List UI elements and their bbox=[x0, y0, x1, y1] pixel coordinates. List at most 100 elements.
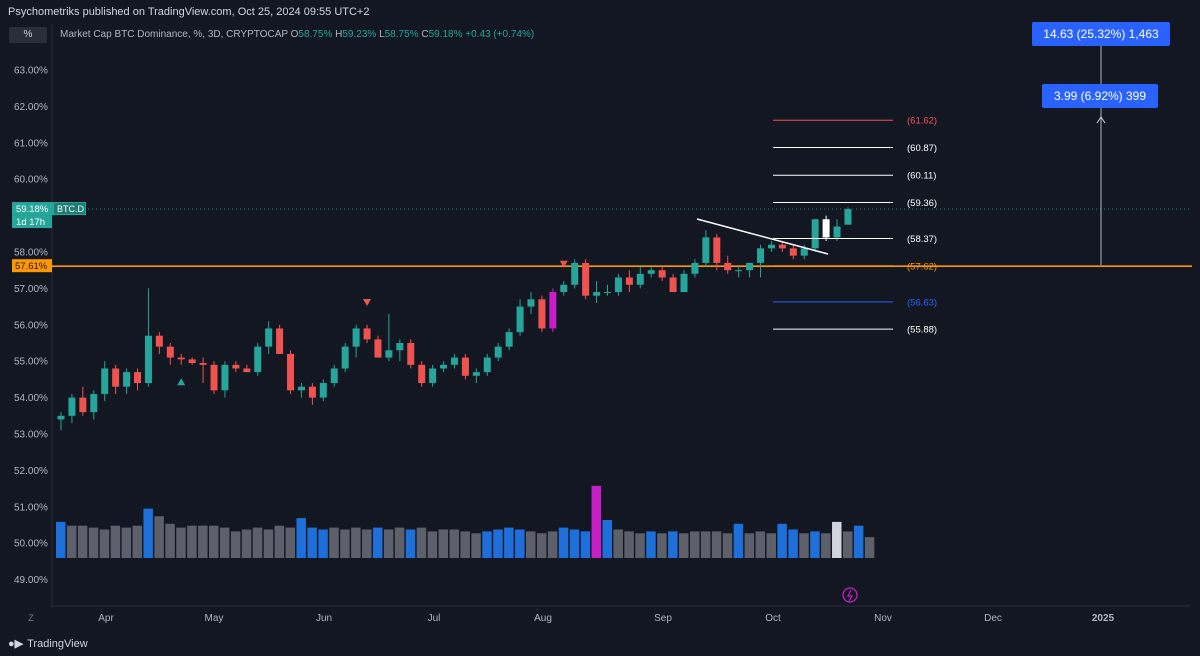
volume-bar bbox=[340, 529, 350, 558]
y-tick-label: 63.00% bbox=[14, 66, 48, 77]
publisher-note: Psychometriks published on TradingView.c… bbox=[8, 6, 370, 18]
x-tick-label: Jul bbox=[428, 613, 441, 624]
candle-body bbox=[440, 364, 448, 369]
volume-bar bbox=[853, 525, 864, 558]
candle-body bbox=[68, 397, 76, 416]
candle-body bbox=[221, 364, 229, 391]
volume-bar bbox=[154, 516, 164, 558]
volume-bar bbox=[635, 533, 645, 558]
open-label: O bbox=[290, 29, 299, 40]
change-value: +0.43 (+0.74%) bbox=[465, 29, 535, 40]
y-tick-label: 58.00% bbox=[14, 248, 48, 259]
volume-bar bbox=[832, 521, 842, 558]
candle-body bbox=[538, 299, 546, 329]
y-tick-label: 57.00% bbox=[14, 284, 48, 295]
candle-body bbox=[614, 277, 622, 293]
volume-bar bbox=[810, 531, 820, 558]
level-label: (61.62) bbox=[907, 116, 937, 127]
volume-bar bbox=[668, 531, 678, 558]
candle-body bbox=[232, 364, 240, 369]
x-tick-label: Aug bbox=[534, 613, 552, 624]
descending-trendline[interactable] bbox=[696, 218, 829, 255]
volume-bar bbox=[394, 527, 405, 558]
candle-body bbox=[691, 262, 699, 274]
y-tick-label: 60.00% bbox=[14, 175, 48, 186]
tradingview-branding[interactable]: ●▶ TradingView bbox=[8, 637, 88, 650]
candle-body bbox=[101, 368, 109, 394]
candle-body bbox=[112, 368, 120, 387]
candle-body bbox=[735, 270, 743, 272]
volume-bar bbox=[77, 525, 88, 558]
candle-body bbox=[297, 386, 305, 391]
volume-bar bbox=[515, 529, 525, 558]
candle-body bbox=[811, 219, 819, 249]
candle-body bbox=[778, 244, 786, 249]
candle-body bbox=[352, 328, 360, 347]
zoom-z-button[interactable]: Z bbox=[28, 613, 34, 623]
lightning-bolt-icon bbox=[847, 589, 854, 602]
candle-body bbox=[746, 262, 754, 271]
volume-bar bbox=[613, 529, 623, 558]
volume-bar bbox=[777, 523, 787, 558]
symbol-legend[interactable]: Market Cap BTC Dominance, %, 3D, CRYPTOC… bbox=[60, 29, 534, 40]
volume-bar bbox=[56, 521, 66, 558]
y-tick-label: 52.00% bbox=[14, 466, 48, 477]
volume-bar bbox=[547, 531, 558, 558]
volume-bar bbox=[88, 527, 99, 558]
tradingview-logo-icon: ●▶ bbox=[8, 638, 24, 650]
volume-bar bbox=[176, 527, 186, 558]
candle-body bbox=[385, 350, 393, 358]
volume-bar bbox=[449, 529, 459, 558]
volume-bar bbox=[143, 508, 153, 558]
price-chart[interactable]: 63.00% 62.00% 61.00% 60.00% 58.00% 57.00% 56.0… bbox=[0, 0, 1200, 632]
volume-bar bbox=[351, 527, 361, 558]
y-tick-label: 51.00% bbox=[14, 502, 48, 513]
candle-body bbox=[494, 346, 502, 358]
candle-body bbox=[90, 393, 98, 413]
volume-bar bbox=[700, 531, 711, 558]
x-tick-label: Apr bbox=[98, 613, 114, 624]
x-tick-label: Oct bbox=[765, 613, 781, 624]
level-label: (55.88) bbox=[907, 325, 937, 336]
level-label: (60.11) bbox=[907, 171, 936, 182]
candle-body bbox=[604, 292, 611, 294]
y-tick-label: 54.00% bbox=[14, 393, 48, 404]
volume-bar bbox=[274, 525, 285, 558]
signal-down-triangle bbox=[559, 260, 568, 268]
y-tick-label: 53.00% bbox=[14, 430, 48, 441]
lightning-event-icon[interactable] bbox=[842, 587, 858, 603]
volume-bar bbox=[657, 533, 667, 558]
candle-body bbox=[549, 292, 557, 329]
volume-bar bbox=[285, 527, 296, 558]
candle-body bbox=[276, 328, 284, 354]
high-value: 59.23% bbox=[342, 29, 377, 40]
candle-body bbox=[593, 292, 601, 296]
candle-body bbox=[265, 328, 273, 347]
symbol-name[interactable]: Market Cap BTC Dominance, %, 3D, CRYPTOC… bbox=[60, 29, 288, 40]
volume-bar bbox=[722, 533, 733, 558]
x-tick-label: Dec bbox=[984, 613, 1002, 624]
candle-body bbox=[636, 273, 644, 285]
volume-bar bbox=[318, 529, 328, 558]
candle-body bbox=[680, 273, 688, 293]
candle-body bbox=[287, 353, 295, 391]
percent-scale-button[interactable]: % bbox=[9, 27, 47, 43]
low-value: 58.75% bbox=[384, 29, 419, 40]
candle-body bbox=[363, 328, 371, 340]
candle-body bbox=[483, 357, 491, 373]
volume-bar bbox=[66, 525, 77, 558]
volume-bar bbox=[252, 527, 263, 558]
volume-bar bbox=[821, 533, 831, 558]
candle-body bbox=[789, 248, 797, 256]
candle-body bbox=[341, 346, 349, 369]
candle-body bbox=[647, 270, 655, 274]
candle-body bbox=[505, 332, 513, 347]
last-price-value: 59.18% bbox=[16, 204, 49, 215]
candle-body bbox=[472, 372, 480, 376]
level-label: (56.63) bbox=[907, 297, 937, 308]
measure-arrow-icon bbox=[1096, 116, 1106, 124]
close-label: C bbox=[421, 29, 429, 40]
high-label: H bbox=[335, 29, 343, 40]
volume-bar bbox=[405, 529, 416, 558]
volume-bar bbox=[766, 533, 776, 558]
